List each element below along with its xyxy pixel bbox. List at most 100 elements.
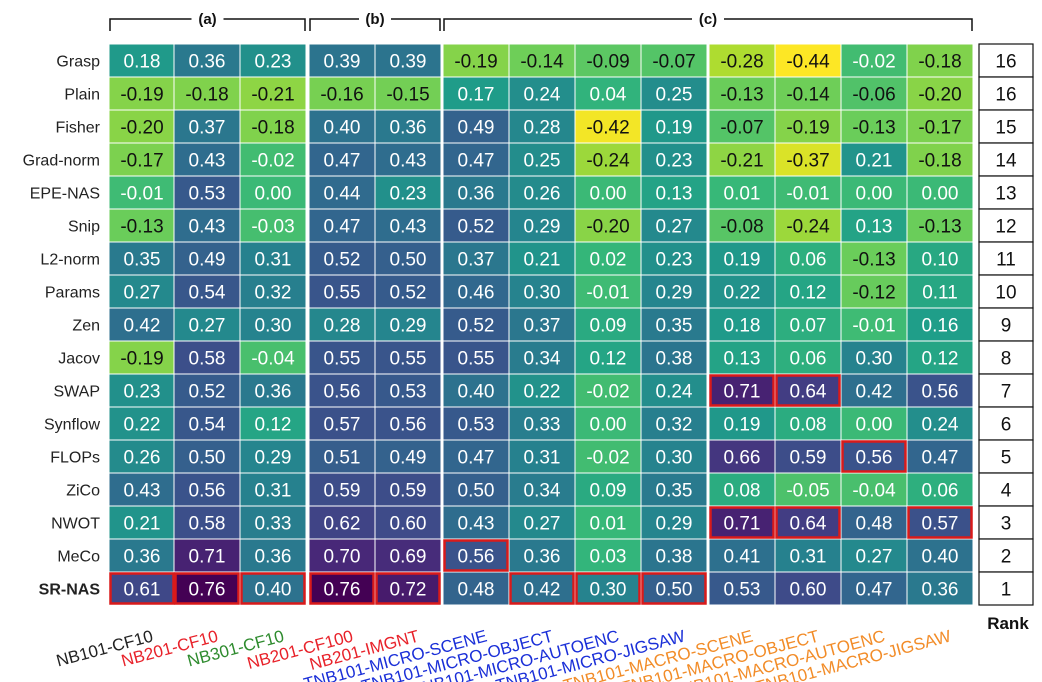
cell-value: -0.19 [454, 52, 497, 73]
heatmap-cell [239, 142, 307, 177]
highlight-box [907, 506, 973, 539]
cell-value: -0.13 [852, 118, 895, 139]
cell-value: 0.46 [458, 283, 495, 304]
heatmap-cell [708, 373, 776, 408]
cell-value: 0.07 [790, 316, 827, 337]
rank-value: 3 [1001, 514, 1012, 535]
cell-value: 0.71 [724, 514, 761, 535]
cell-value: 0.53 [390, 382, 427, 403]
cell-value: -0.28 [720, 52, 763, 73]
cell-value: 0.37 [524, 316, 561, 337]
row-label: EPE-NAS [30, 186, 100, 203]
heatmap-cell [906, 472, 974, 507]
cell-value: 0.76 [324, 580, 361, 601]
cell-value: 0.52 [458, 217, 495, 238]
row-label: Params [45, 285, 100, 302]
heatmap-cell [640, 340, 708, 375]
heatmap-cell [308, 241, 376, 276]
rank-value: 11 [996, 250, 1016, 271]
heatmap-cell [840, 307, 908, 342]
cell-value: 0.16 [922, 316, 959, 337]
heatmap-cell [906, 307, 974, 342]
heatmap-cell [108, 505, 176, 540]
heatmap-cell [239, 340, 307, 375]
cell-value: 0.40 [324, 118, 361, 139]
heatmap-cell [640, 208, 708, 243]
cell-value: 0.49 [390, 448, 427, 469]
cell-value: 0.43 [189, 151, 226, 172]
cell-value: 0.43 [458, 514, 495, 535]
cell-value: 0.49 [458, 118, 495, 139]
cell-value: 0.19 [724, 415, 761, 436]
heatmap-cell [574, 76, 642, 111]
heatmap-cell [640, 109, 708, 144]
cell-value: 0.27 [524, 514, 561, 535]
cell-value: 0.19 [656, 118, 693, 139]
cell-value: 0.29 [255, 448, 292, 469]
cell-value: 0.36 [255, 382, 292, 403]
cell-value: 0.37 [189, 118, 226, 139]
cell-value: 0.50 [390, 250, 427, 271]
heatmap-cell [508, 472, 576, 507]
cell-value: 0.50 [458, 481, 495, 502]
cell-value: 0.36 [255, 547, 292, 568]
cell-value: -0.19 [120, 85, 163, 106]
highlight-box [240, 572, 306, 605]
cell-value: -0.01 [786, 184, 829, 205]
cell-value: 0.35 [656, 481, 693, 502]
cell-value: 0.60 [390, 514, 427, 535]
cell-value: 0.56 [458, 547, 495, 568]
row-label: Plain [64, 87, 100, 104]
cell-value: 0.54 [189, 283, 226, 304]
row-label: MeCo [57, 549, 100, 566]
heatmap-cell [374, 340, 442, 375]
cell-value: 0.27 [656, 217, 693, 238]
heatmap-cell [442, 76, 510, 111]
group-separator [707, 44, 709, 605]
cell-value: 0.59 [390, 481, 427, 502]
group-label: (a) [198, 11, 216, 28]
cell-value: 0.29 [656, 283, 693, 304]
cell-value: 0.47 [458, 448, 495, 469]
heatmap-cell [108, 340, 176, 375]
cell-value: 0.41 [724, 547, 761, 568]
cell-value: 0.36 [922, 580, 959, 601]
cell-value: -0.20 [586, 217, 629, 238]
row-label: SR-NAS [39, 582, 101, 599]
cell-value: 0.31 [255, 250, 292, 271]
cell-value: 0.31 [790, 547, 827, 568]
heatmap-cell [442, 307, 510, 342]
highlight-box [709, 506, 775, 539]
cell-value: -0.04 [852, 481, 896, 502]
rank-value: 2 [1001, 547, 1012, 568]
rank-cell [978, 571, 1034, 606]
heatmap-cell [906, 241, 974, 276]
heatmap-cell [508, 307, 576, 342]
cell-value: -0.07 [720, 118, 763, 139]
heatmap-cell [574, 208, 642, 243]
cell-value: 0.40 [458, 382, 495, 403]
cell-value: 0.00 [590, 415, 627, 436]
cell-value: 0.32 [656, 415, 693, 436]
heatmap-cell [574, 373, 642, 408]
heatmap-cell [239, 373, 307, 408]
cell-value: -0.13 [120, 217, 163, 238]
cell-value: 0.35 [656, 316, 693, 337]
heatmap-cell [840, 505, 908, 540]
cell-value: 0.26 [524, 184, 561, 205]
cell-value: 0.38 [656, 349, 693, 370]
cell-value: 0.47 [856, 580, 893, 601]
heatmap-cell [774, 175, 842, 210]
heatmap-cell [840, 472, 908, 507]
heatmap-cell [906, 571, 974, 606]
cell-value: 0.25 [656, 85, 693, 106]
cell-value: 0.06 [922, 481, 959, 502]
cell-value: 0.56 [324, 382, 361, 403]
heatmap-cell [840, 340, 908, 375]
heatmap-cell [574, 142, 642, 177]
rank-cell [978, 208, 1034, 243]
cell-value: 0.12 [255, 415, 292, 436]
cell-value: -0.14 [520, 52, 564, 73]
heatmap-cell [374, 76, 442, 111]
heatmap-cell [708, 571, 776, 606]
